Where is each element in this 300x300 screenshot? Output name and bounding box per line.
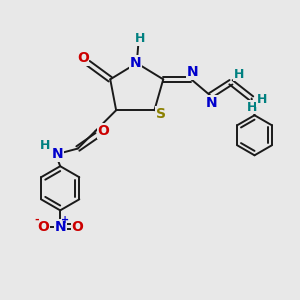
Text: S: S [156, 107, 166, 121]
Text: H: H [246, 101, 257, 114]
Text: H: H [257, 93, 267, 106]
Text: O: O [77, 51, 89, 65]
Text: H: H [234, 68, 244, 80]
Text: N: N [187, 65, 199, 79]
Text: O: O [71, 220, 83, 234]
Text: N: N [130, 56, 141, 70]
Text: N: N [54, 220, 66, 234]
Text: H: H [134, 32, 145, 46]
Text: N: N [206, 96, 218, 110]
Text: N: N [51, 147, 63, 161]
Text: -: - [34, 215, 39, 225]
Text: O: O [37, 220, 49, 234]
Text: O: O [98, 124, 110, 138]
Text: +: + [61, 215, 70, 225]
Text: H: H [40, 139, 51, 152]
